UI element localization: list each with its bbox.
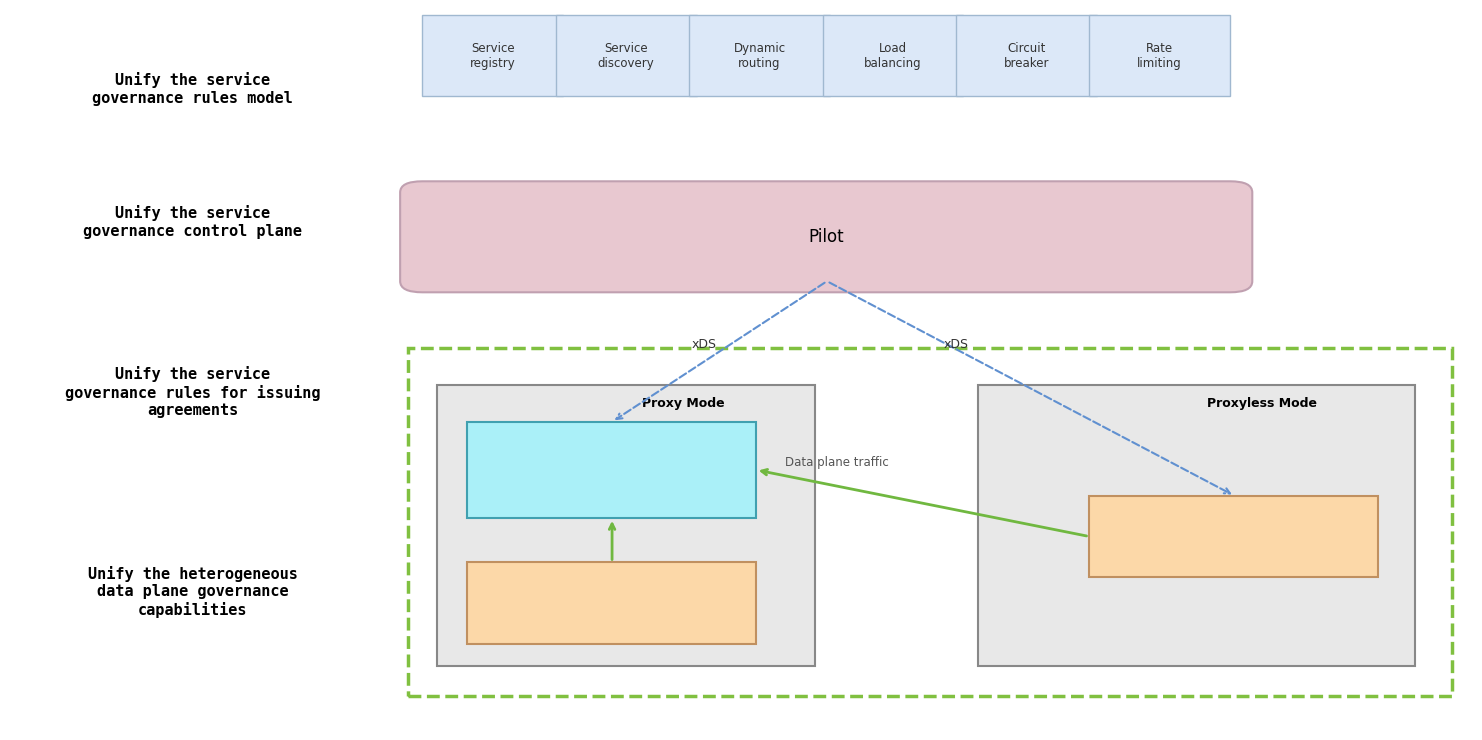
Text: Envoy: Envoy xyxy=(590,463,633,477)
Text: Unify the service
governance control plane: Unify the service governance control pla… xyxy=(83,205,302,239)
Text: Unify the heterogeneous
data plane governance
capabilities: Unify the heterogeneous data plane gover… xyxy=(87,566,298,618)
FancyBboxPatch shape xyxy=(956,15,1097,96)
Text: Proxy Mode: Proxy Mode xyxy=(642,397,725,410)
Text: Application: Application xyxy=(572,596,651,610)
FancyBboxPatch shape xyxy=(1089,15,1230,96)
FancyBboxPatch shape xyxy=(978,385,1415,666)
FancyBboxPatch shape xyxy=(467,422,756,518)
Text: Rate
limiting: Rate limiting xyxy=(1137,41,1183,70)
FancyBboxPatch shape xyxy=(689,15,830,96)
FancyBboxPatch shape xyxy=(422,15,563,96)
FancyBboxPatch shape xyxy=(823,15,963,96)
Text: Service
registry: Service registry xyxy=(470,41,516,70)
Text: xDS: xDS xyxy=(944,337,968,351)
Text: Circuit
breaker: Circuit breaker xyxy=(1003,41,1049,70)
Text: Unify the service
governance rules model: Unify the service governance rules model xyxy=(92,72,293,106)
Text: Pilot: Pilot xyxy=(808,228,845,246)
Text: Service
discovery: Service discovery xyxy=(597,41,655,70)
FancyBboxPatch shape xyxy=(400,181,1252,292)
FancyBboxPatch shape xyxy=(467,562,756,644)
FancyBboxPatch shape xyxy=(556,15,697,96)
FancyBboxPatch shape xyxy=(437,385,815,666)
Text: Data plane traffic: Data plane traffic xyxy=(785,456,889,469)
Text: Proxyless Mode: Proxyless Mode xyxy=(1208,397,1317,410)
FancyBboxPatch shape xyxy=(1089,496,1378,577)
Text: xDS: xDS xyxy=(692,337,716,351)
Text: Load
balancing: Load balancing xyxy=(864,41,922,70)
Text: Unify the service
governance rules for issuing
agreements: Unify the service governance rules for i… xyxy=(65,366,320,418)
Text: Framework: Framework xyxy=(1194,530,1273,543)
Text: Dynamic
routing: Dynamic routing xyxy=(734,41,785,70)
